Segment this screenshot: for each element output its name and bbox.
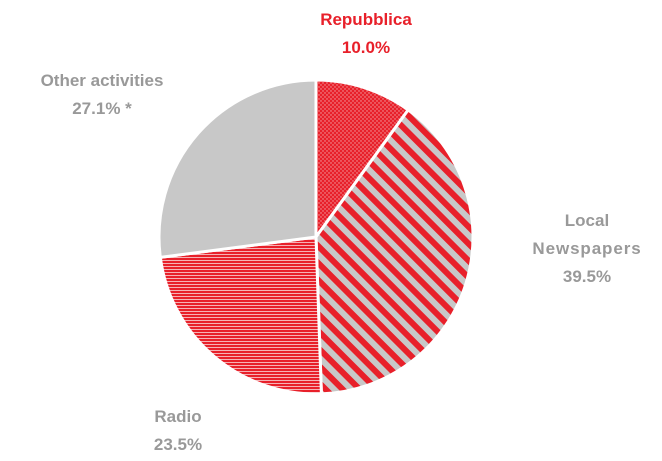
pie-slice-repubblica (314, 78, 410, 239)
slice-percent-local-newspapers: 39.5% (562, 267, 612, 286)
slice-percent-other-activities: 27.1% * (72, 99, 132, 118)
pie-slice-other-activities (157, 78, 318, 259)
slice-label-radio: Radio 23.5% (154, 403, 202, 459)
slice-name-radio: Radio (154, 407, 202, 426)
slice-label-repubblica: Repubblica 10.0% (320, 6, 412, 62)
slice-name-local-newspapers-line1: Local (564, 211, 610, 230)
slice-name-other-activities: Other activities (40, 71, 164, 90)
slice-name-repubblica: Repubblica (320, 10, 412, 29)
slice-label-local-newspapers: Local Newspapers 39.5% (532, 207, 641, 291)
slice-label-other-activities: Other activities 27.1% * (41, 67, 164, 123)
slice-percent-repubblica: 10.0% (341, 38, 391, 57)
slice-percent-radio: 23.5% (153, 435, 203, 454)
pie-slice-local-newspapers (314, 108, 475, 396)
pie-slices (157, 78, 475, 396)
slice-name-local-newspapers-line2: Newspapers (532, 239, 642, 258)
pie-slice-radio (158, 235, 323, 396)
